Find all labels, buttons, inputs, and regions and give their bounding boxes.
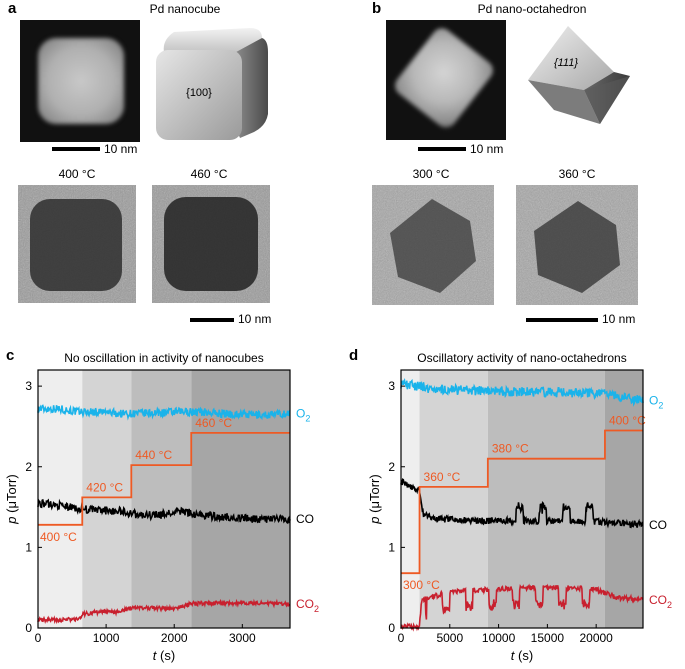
x-tick-label: 0 — [398, 631, 405, 645]
y-axis-label: p (μTorr) — [4, 474, 19, 524]
y-tick-label: 1 — [388, 540, 395, 554]
series-label-CO2: CO2 — [649, 593, 672, 610]
scale-label-a2: 10 nm — [238, 312, 272, 326]
tem-noise-a2 — [152, 185, 270, 303]
panel-letter-d: d — [349, 347, 358, 364]
series-label-CO2: CO2 — [296, 597, 319, 614]
facet-label-111: {111} — [554, 57, 578, 69]
temp-label-b-2: 360 °C — [558, 167, 596, 181]
x-tick-label: 1000 — [93, 631, 120, 645]
x-tick-label: 3000 — [229, 631, 256, 645]
y-tick-label: 0 — [388, 621, 395, 635]
temperature-label-0: 300 °C — [403, 578, 440, 592]
octahedron-haadf-image — [386, 20, 506, 140]
temperature-band-1 — [82, 370, 132, 628]
series-label-O2: O2 — [296, 407, 310, 424]
octahedron-tem-300 — [372, 185, 494, 305]
temperature-label-3: 400 °C — [609, 413, 646, 427]
panel-letter-a: a — [8, 0, 17, 17]
temperature-band-3 — [191, 370, 290, 628]
octahedron-tem-360 — [516, 185, 638, 305]
series-line-CO2 — [37, 598, 291, 625]
x-axis-label: t (s) — [511, 648, 533, 663]
scale-label-a: 10 nm — [104, 142, 138, 156]
series-label-O2: O2 — [649, 394, 663, 411]
plot-frame — [400, 369, 644, 629]
temp-label-a-1: 400 °C — [58, 167, 96, 181]
chart-d: d Oscillatory activity of nano-octahedron… — [349, 347, 672, 663]
temperature-band-0 — [401, 370, 420, 628]
panel-b-title: Pd nano-octahedron — [477, 2, 587, 16]
y-tick-label: 2 — [25, 460, 32, 474]
series-line-O2 — [37, 404, 291, 421]
scale-bar-a2 — [190, 318, 234, 322]
temperature-label-3: 460 °C — [195, 416, 232, 430]
scale-label-b2: 10 nm — [602, 312, 636, 326]
chart-title: No oscillation in activity of nanocubes — [64, 351, 263, 365]
panel-letter-b: b — [372, 0, 382, 17]
chart-title: Oscillatory activity of nano-octahedrons — [417, 351, 626, 365]
temperature-step-line — [38, 431, 290, 526]
scale-label-b: 10 nm — [470, 142, 504, 156]
temperature-band-3 — [604, 370, 643, 628]
panel-letter-c: c — [6, 347, 14, 364]
temperature-label-1: 360 °C — [424, 470, 461, 484]
temperature-band-2 — [131, 370, 192, 628]
scale-bar-b2 — [526, 318, 598, 322]
series-line-CO2 — [400, 583, 644, 632]
nanocube-model-icon: {100} — [156, 28, 268, 140]
tem-noise-b2 — [516, 185, 638, 305]
plot-frame — [37, 369, 291, 629]
x-tick-label: 10000 — [482, 631, 516, 645]
temperature-label-0: 400 °C — [40, 530, 77, 544]
y-tick-label: 2 — [388, 460, 395, 474]
nanocube-tem-460 — [152, 185, 270, 303]
octahedron-model-icon: {111} — [528, 26, 630, 124]
temp-label-b-1: 300 °C — [412, 167, 450, 181]
x-tick-label: 15000 — [531, 631, 565, 645]
y-tick-label: 0 — [25, 621, 32, 635]
temperature-label-2: 380 °C — [492, 442, 529, 456]
temperature-label-2: 440 °C — [135, 448, 172, 462]
temperature-step-line — [401, 429, 643, 575]
tem-noise-b1 — [372, 185, 494, 305]
y-tick-label: 3 — [25, 379, 32, 393]
x-tick-label: 20000 — [579, 631, 613, 645]
temperature-band-1 — [419, 370, 488, 628]
nanocube-tem-400 — [18, 185, 136, 303]
scale-bar-b — [418, 147, 466, 151]
temperature-label-1: 420 °C — [86, 480, 123, 494]
series-label-CO: CO — [296, 512, 314, 526]
x-tick-label: 5000 — [436, 631, 463, 645]
panel-a-title: Pd nanocube — [149, 2, 221, 16]
temp-label-a-2: 460 °C — [190, 167, 228, 181]
series-line-CO — [37, 497, 291, 525]
scale-bar-a — [52, 147, 100, 151]
y-tick-label: 3 — [388, 379, 395, 393]
x-axis-label: t (s) — [153, 648, 175, 663]
series-line-CO — [400, 478, 644, 529]
x-tick-label: 0 — [35, 631, 42, 645]
x-tick-label: 2000 — [161, 631, 188, 645]
nanocube-haadf-image — [20, 20, 140, 142]
y-tick-label: 1 — [25, 540, 32, 554]
series-label-CO: CO — [649, 518, 667, 532]
series-line-O2 — [400, 378, 644, 407]
facet-label-100: {100} — [186, 87, 212, 99]
y-axis-label: p (μTorr) — [367, 474, 382, 524]
chart-c: c No oscillation in activity of nanocubes… — [4, 347, 319, 663]
tem-noise-a1 — [18, 185, 136, 303]
